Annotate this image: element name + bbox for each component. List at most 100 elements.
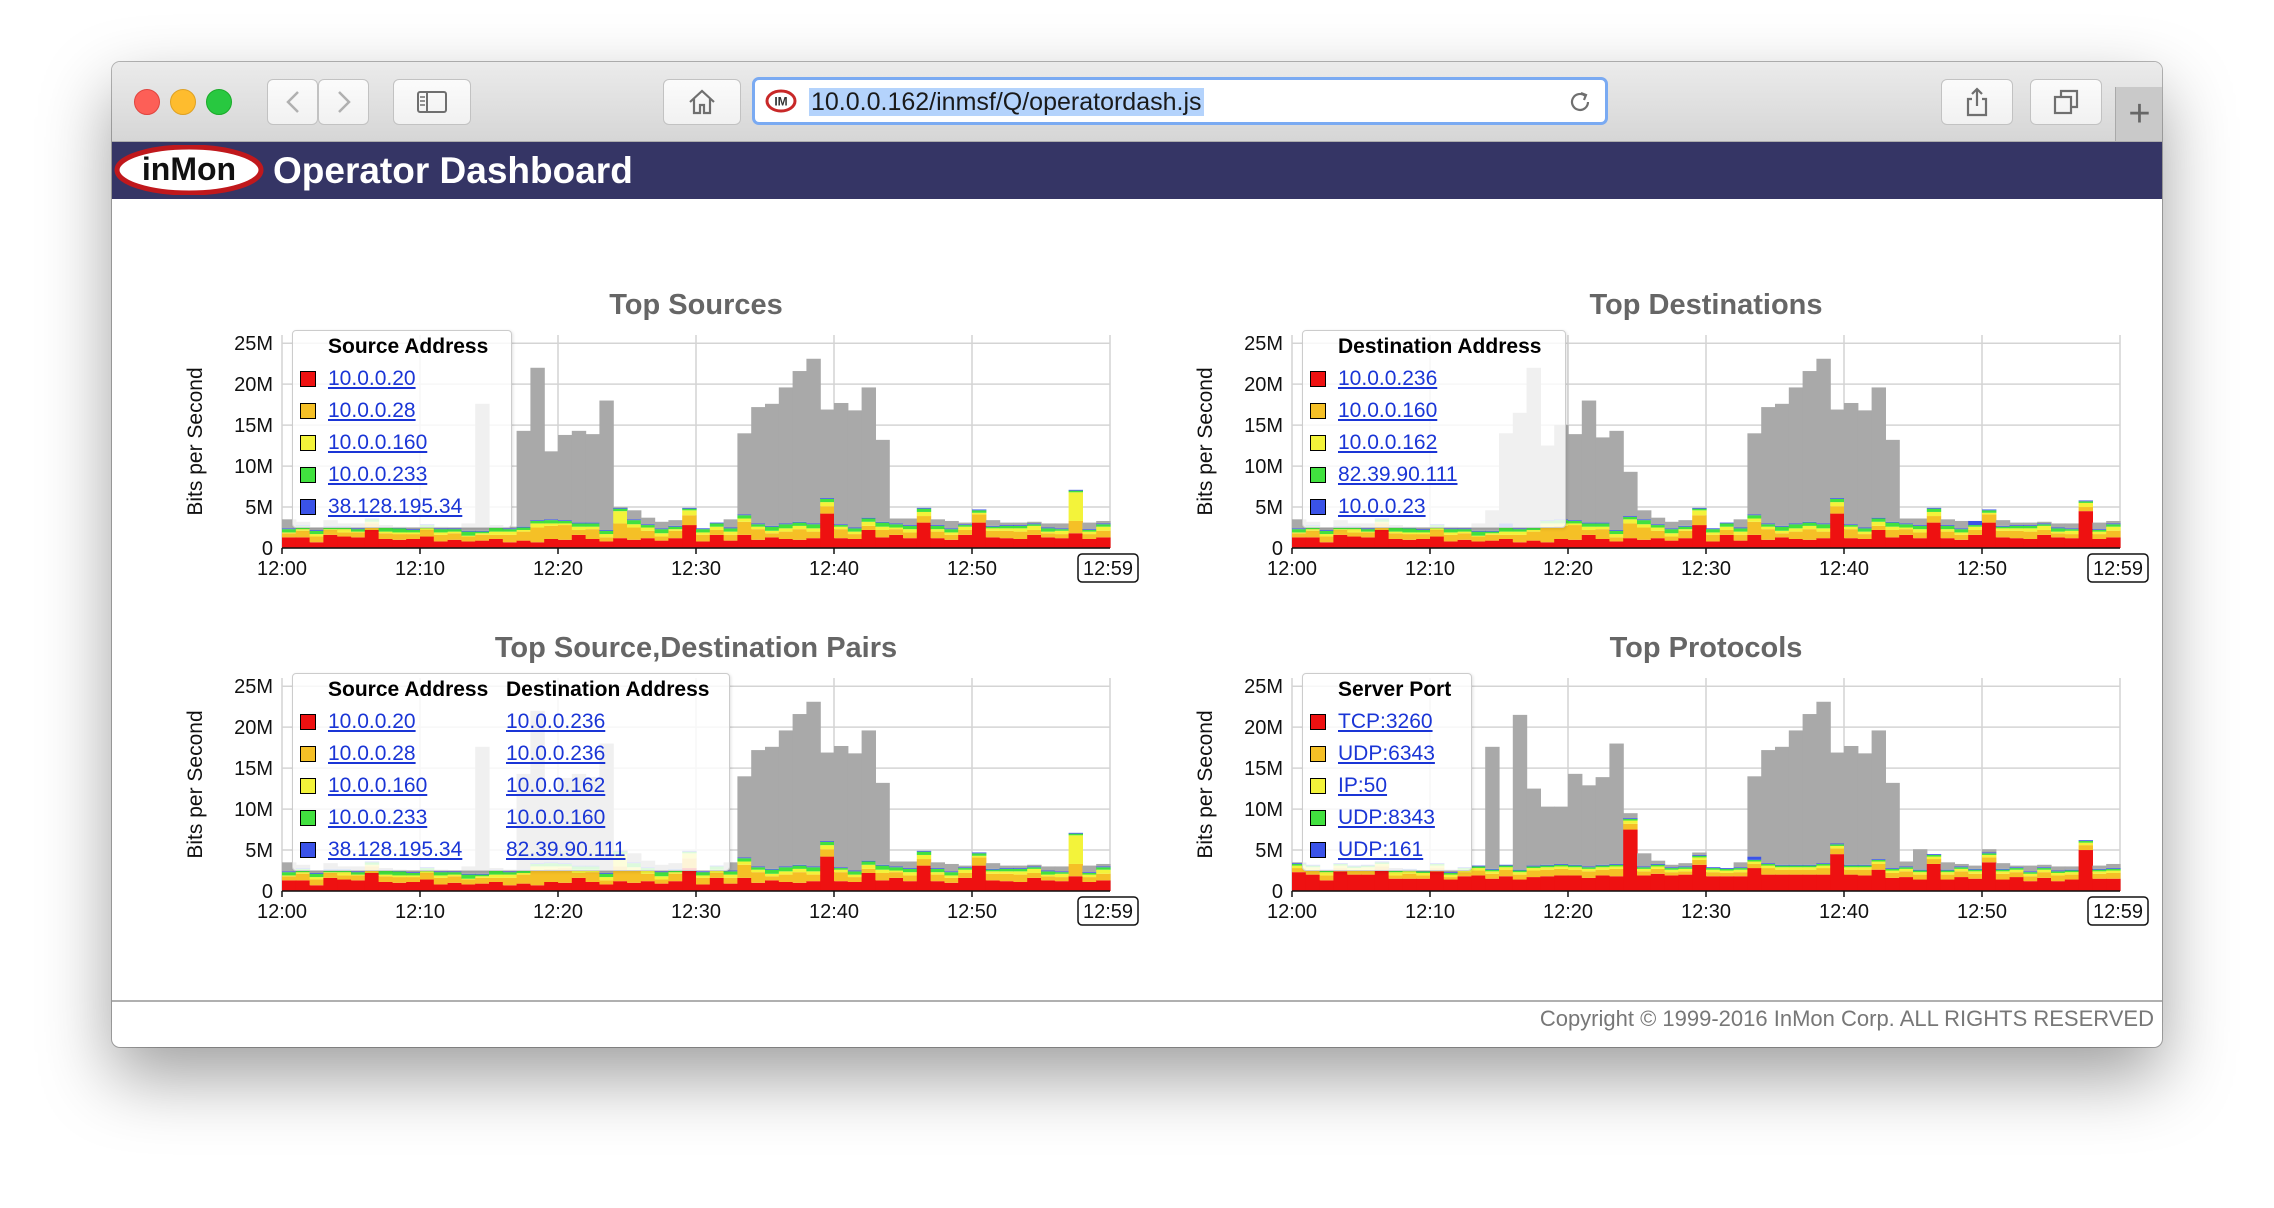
bar-segment-2	[1082, 874, 1097, 878]
legend-link[interactable]: 10.0.0.28	[328, 742, 416, 765]
app-header: inMon Operator Dashboard	[112, 142, 2162, 199]
new-tab-button[interactable]: +	[2115, 87, 2162, 141]
bar-segment-other	[847, 410, 863, 528]
bar-segment-4	[1913, 525, 1928, 526]
legend-link[interactable]: 82.39.90.111	[1338, 463, 1458, 486]
share-button[interactable]	[1941, 79, 2013, 125]
bar-segment-2	[2009, 869, 2024, 873]
minimize-window-button[interactable]	[170, 89, 196, 115]
bar-segment-0	[903, 881, 918, 891]
legend-link[interactable]: UDP:6343	[1338, 742, 1435, 765]
legend-link[interactable]: UDP:161	[1338, 838, 1424, 861]
bar-segment-2	[1347, 529, 1362, 533]
legend-item: TCP:3260	[1303, 706, 1465, 738]
home-icon	[689, 89, 715, 115]
bar-segment-other	[530, 367, 545, 521]
legend-link[interactable]: 10.0.0.160	[328, 774, 428, 797]
legend-link[interactable]: 10.0.0.20	[328, 710, 416, 733]
bar-segment-2	[282, 875, 297, 877]
bar-segment-1	[916, 516, 932, 523]
tabs-overview-button[interactable]	[2030, 79, 2102, 125]
address-bar[interactable]: IM 10.0.0.162/inmsf/Q/operatordash.js	[752, 77, 1608, 125]
bar-segment-3	[1719, 868, 1735, 871]
legend-link[interactable]: 10.0.0.28	[328, 399, 416, 422]
legend-link[interactable]: UDP:8343	[1338, 806, 1435, 829]
legend-link[interactable]: 10.0.0.233	[328, 806, 428, 829]
bar-segment-4	[2009, 867, 2024, 869]
bar-segment-other	[1554, 806, 1569, 864]
home-button[interactable]	[663, 79, 741, 125]
bar-segment-4	[696, 871, 711, 873]
bar-segment-other	[1816, 358, 1831, 524]
back-button[interactable]	[267, 79, 318, 125]
bar-segment-1	[1457, 872, 1472, 877]
legend-link[interactable]: 10.0.0.23	[1338, 495, 1426, 518]
bar-segment-other	[889, 861, 904, 867]
chart-title: Top Source,Destination Pairs	[495, 632, 897, 664]
bar-segment-3	[1747, 515, 1762, 519]
url-text[interactable]: 10.0.0.162/inmsf/Q/operatordash.js	[809, 88, 1204, 116]
bar-segment-other	[1650, 517, 1666, 525]
legend-link[interactable]: IP:50	[1338, 774, 1388, 797]
legend-link[interactable]: 10.0.0.160	[506, 806, 606, 829]
chart-top-sources: Top Sources Bits per Second 0 5M 10M 15M 20M 25…	[150, 282, 1160, 612]
inmon-logo[interactable]: inMon	[114, 145, 264, 195]
bar-segment-3	[2051, 871, 2066, 873]
bar-segment-0	[1305, 874, 1321, 891]
bar-segment-0	[1637, 539, 1652, 548]
close-window-button[interactable]	[134, 89, 160, 115]
bar-segment-1	[420, 529, 435, 537]
bar-segment-0	[930, 881, 945, 891]
bar-segment-4	[1733, 867, 1748, 869]
bar-segment-1	[847, 534, 863, 539]
bar-segment-4	[406, 529, 421, 530]
bar-segment-0	[1623, 538, 1638, 548]
legend-link[interactable]: 10.0.0.162	[1338, 431, 1438, 454]
sidebar-toggle-button[interactable]	[393, 79, 471, 125]
bar-segment-0	[999, 538, 1014, 548]
legend-link[interactable]: 38.128.195.34	[328, 838, 463, 861]
bar-segment-3	[1637, 520, 1652, 525]
chart-title: Top Protocols	[1610, 632, 1803, 664]
bar-segment-0	[1581, 877, 1597, 891]
bar-segment-3	[778, 524, 794, 529]
bar-segment-3	[1388, 870, 1403, 873]
bar-segment-2	[1857, 531, 1873, 535]
plus-icon: +	[2128, 93, 2151, 135]
svg-text:inMon: inMon	[142, 151, 236, 187]
bar-segment-other	[2106, 863, 2121, 869]
legend-link[interactable]: 10.0.0.160	[328, 431, 428, 454]
bar-segment-3	[916, 508, 932, 512]
bar-segment-0	[323, 534, 338, 548]
y-tick-label: 15M	[1244, 758, 1283, 780]
legend-link[interactable]: 10.0.0.160	[1338, 399, 1438, 422]
bar-segment-1	[544, 868, 559, 882]
legend-link[interactable]: 10.0.0.236	[506, 710, 606, 733]
forward-button[interactable]	[318, 79, 369, 125]
bar-segment-0	[516, 540, 531, 548]
bar-segment-2	[571, 526, 587, 530]
bar-segment-4	[1913, 869, 1928, 871]
legend-link[interactable]: 10.0.0.233	[328, 463, 428, 486]
bar-segment-4	[627, 519, 642, 521]
legend-link[interactable]: 10.0.0.236	[506, 742, 606, 765]
legend-link[interactable]: 10.0.0.162	[506, 774, 606, 797]
legend-link[interactable]: TCP:3260	[1338, 710, 1433, 733]
legend-link[interactable]: 82.39.90.111	[506, 838, 626, 861]
bar-segment-0	[737, 534, 752, 548]
bar-segment-0	[1013, 538, 1028, 548]
bar-segment-1	[1457, 533, 1472, 540]
zoom-window-button[interactable]	[206, 89, 232, 115]
reload-icon[interactable]	[1567, 89, 1593, 115]
legend-link[interactable]: 10.0.0.236	[1338, 367, 1438, 390]
bar-segment-2	[2009, 528, 2024, 531]
legend-link[interactable]: 38.128.195.34	[328, 495, 463, 518]
bar-segment-2	[709, 869, 725, 873]
y-axis-label: Bits per Second	[1194, 710, 1217, 858]
y-tick-label: 15M	[234, 758, 273, 780]
share-icon	[1966, 87, 1988, 117]
legend-link[interactable]: 10.0.0.20	[328, 367, 416, 390]
bar-segment-3	[378, 870, 393, 875]
now-label-box	[1077, 553, 1139, 583]
bar-segment-1	[351, 875, 366, 881]
